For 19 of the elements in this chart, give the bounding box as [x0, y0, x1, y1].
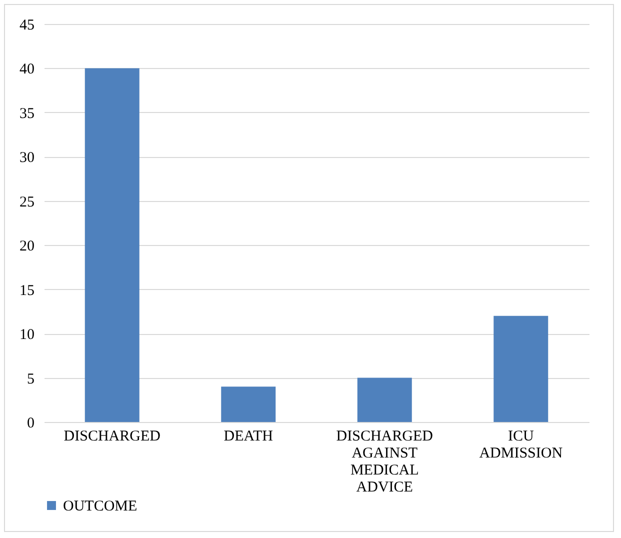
- bar: [84, 68, 140, 422]
- y-tick-label: 30: [20, 150, 34, 166]
- bar: [357, 378, 412, 422]
- y-tick-label: 20: [20, 238, 34, 255]
- bar: [494, 316, 548, 422]
- legend-label: OUTCOME: [63, 498, 138, 514]
- y-tick-label: 45: [20, 18, 34, 34]
- y-tick-label: 10: [20, 327, 34, 344]
- bar: [221, 386, 276, 422]
- y-tick-label: 35: [20, 106, 34, 122]
- y-tick-label: 40: [20, 62, 34, 78]
- y-tick-label: 0: [27, 416, 34, 432]
- y-tick-label: 5: [27, 371, 34, 388]
- x-tick-label: DISCHARGED: [64, 428, 161, 444]
- y-tick-label: 25: [20, 194, 34, 210]
- x-tick-label: ICU ADMISSION: [479, 428, 563, 462]
- y-tick-label: 15: [20, 282, 34, 299]
- x-tick-label: DEATH: [224, 428, 274, 444]
- x-tick-label: DISCHARGED AGAINST MEDICAL ADVICE: [336, 428, 434, 496]
